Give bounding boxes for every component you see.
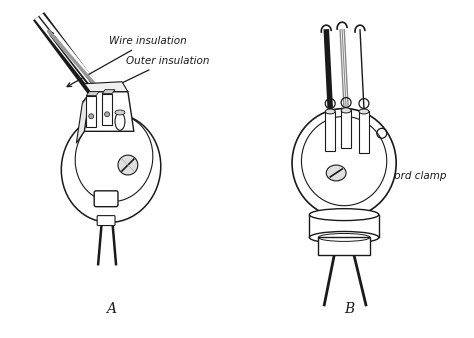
FancyBboxPatch shape (97, 216, 115, 225)
Polygon shape (84, 82, 128, 92)
Polygon shape (86, 92, 99, 96)
Bar (359, 112, 369, 153)
Text: Cord clamp: Cord clamp (323, 171, 446, 191)
Ellipse shape (325, 109, 335, 114)
Ellipse shape (115, 110, 125, 115)
Circle shape (118, 155, 138, 175)
Polygon shape (102, 94, 112, 125)
Polygon shape (86, 96, 96, 127)
Ellipse shape (105, 112, 109, 117)
Ellipse shape (310, 232, 379, 243)
Text: Outer insulation: Outer insulation (83, 56, 210, 102)
Polygon shape (76, 92, 90, 143)
Ellipse shape (359, 109, 369, 114)
Ellipse shape (115, 113, 125, 130)
Text: B: B (344, 302, 354, 316)
Text: A: A (106, 302, 116, 316)
Ellipse shape (310, 209, 379, 221)
Bar (319, 237, 370, 255)
Ellipse shape (326, 165, 346, 181)
Polygon shape (84, 92, 134, 131)
Bar (341, 111, 351, 148)
Ellipse shape (341, 108, 351, 113)
Ellipse shape (61, 114, 161, 222)
FancyBboxPatch shape (94, 191, 118, 207)
Ellipse shape (292, 108, 396, 218)
Bar (325, 112, 335, 151)
Text: Wire insulation: Wire insulation (67, 36, 187, 87)
Polygon shape (102, 90, 115, 94)
Ellipse shape (89, 114, 94, 119)
